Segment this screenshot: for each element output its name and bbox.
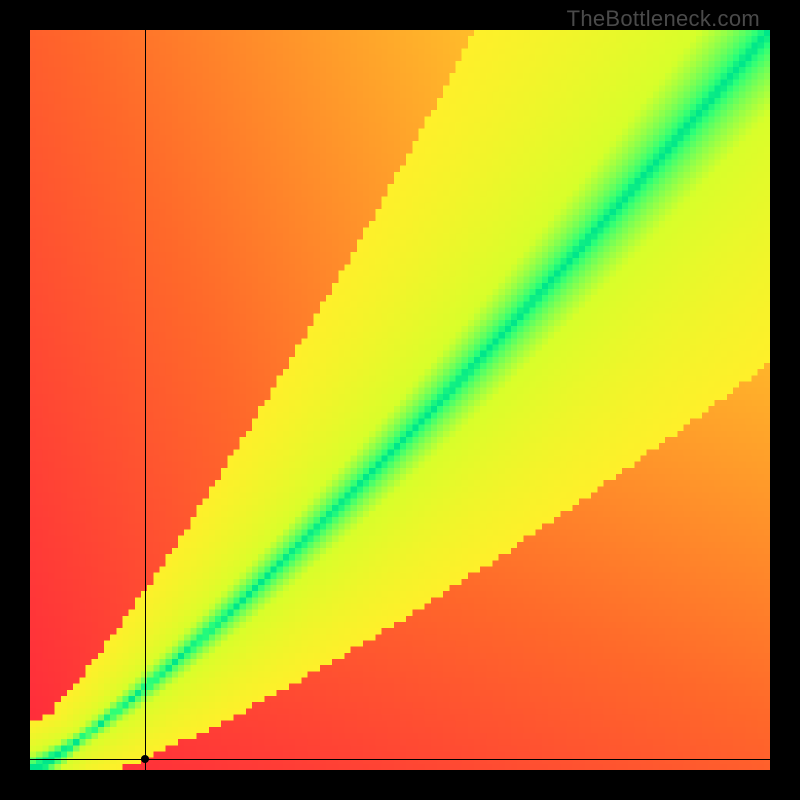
heatmap-plot bbox=[30, 30, 770, 770]
crosshair-marker bbox=[141, 755, 149, 763]
heatmap-canvas bbox=[30, 30, 770, 770]
watermark-text: TheBottleneck.com bbox=[567, 6, 760, 32]
